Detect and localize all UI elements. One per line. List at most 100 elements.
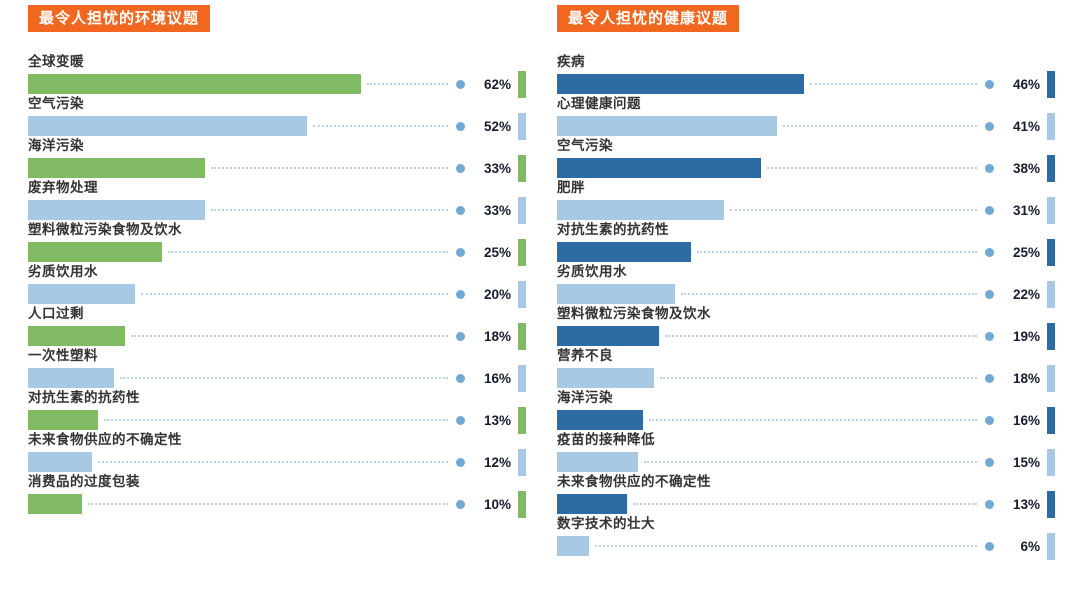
value-label: 19%: [1012, 328, 1040, 344]
dotted-leader-line: [366, 83, 448, 85]
dot-marker-icon: [456, 247, 465, 257]
edge-tick: [1047, 70, 1055, 98]
bar-row: 未来食物供应的不确定性 13%: [557, 472, 1055, 518]
dotted-leader-line: [595, 545, 977, 547]
value-bar: [557, 410, 643, 430]
bar-track: 18%: [557, 364, 1055, 392]
dot-marker-icon: [456, 79, 465, 89]
category-label: 消费品的过度包装: [28, 474, 140, 489]
bar-row: 心理健康问题 41%: [557, 94, 1055, 140]
value-bar: [557, 242, 692, 262]
edge-tick: [1047, 364, 1055, 392]
bar-track: 38%: [557, 154, 1055, 182]
dot-marker-icon: [456, 163, 465, 173]
value-label: 16%: [1012, 412, 1040, 428]
value-bar: [557, 536, 590, 556]
value-label: 15%: [1012, 454, 1040, 470]
bar-row: 劣质饮用水 22%: [557, 262, 1055, 308]
category-label: 全球变暖: [28, 54, 84, 69]
value-bar: [28, 200, 206, 220]
edge-tick: [518, 238, 526, 266]
value-label: 33%: [483, 160, 511, 176]
value-bar: [557, 158, 762, 178]
category-label: 塑料微粒污染食物及饮水: [557, 306, 711, 321]
dot-marker-icon: [985, 331, 994, 341]
dot-marker-icon: [985, 373, 994, 383]
bar-track: 10%: [28, 490, 526, 518]
value-bar: [28, 284, 136, 304]
bar-track: 33%: [28, 154, 526, 182]
bar-track: 13%: [557, 490, 1055, 518]
edge-tick: [1047, 532, 1055, 560]
bar-track: 41%: [557, 112, 1055, 140]
environment-issues-chart: 最令人担忧的环境议题 全球变暖 62% 空气污染 52% 海洋污染 33% 废弃物处理 33%…: [28, 5, 526, 518]
bar-track: 46%: [557, 70, 1055, 98]
bar-row: 空气污染 38%: [557, 136, 1055, 182]
category-label: 疾病: [557, 54, 585, 69]
bar-row: 数字技术的壮大 6%: [557, 514, 1055, 560]
dotted-leader-line: [98, 461, 448, 463]
value-label: 12%: [483, 454, 511, 470]
value-label: 25%: [483, 244, 511, 260]
bar-row: 未来食物供应的不确定性 12%: [28, 430, 526, 476]
dotted-leader-line: [767, 167, 977, 169]
category-label: 废弃物处理: [28, 180, 98, 195]
category-label: 未来食物供应的不确定性: [557, 474, 711, 489]
value-label: 13%: [1012, 496, 1040, 512]
edge-tick: [1047, 154, 1055, 182]
edge-tick: [518, 154, 526, 182]
dot-marker-icon: [985, 457, 994, 467]
value-bar: [28, 494, 82, 514]
dot-marker-icon: [456, 331, 465, 341]
value-label: 10%: [483, 496, 511, 512]
bar-track: 18%: [28, 322, 526, 350]
value-bar: [28, 410, 98, 430]
bar-row: 疾病 46%: [557, 52, 1055, 98]
dotted-leader-line: [141, 293, 448, 295]
dot-marker-icon: [985, 79, 994, 89]
edge-tick: [518, 448, 526, 476]
dotted-leader-line: [313, 125, 448, 127]
category-label: 对抗生素的抗药性: [557, 222, 669, 237]
dot-marker-icon: [456, 289, 465, 299]
category-label: 空气污染: [557, 138, 613, 153]
value-label: 52%: [483, 118, 511, 134]
dotted-leader-line: [87, 503, 448, 505]
value-bar: [28, 74, 361, 94]
bar-row: 全球变暖 62%: [28, 52, 526, 98]
value-bar: [28, 116, 308, 136]
edge-tick: [1047, 238, 1055, 266]
dotted-leader-line: [130, 335, 448, 337]
bar-row: 塑料微粒污染食物及饮水 25%: [28, 220, 526, 266]
bar-row: 劣质饮用水 20%: [28, 262, 526, 308]
bar-row: 海洋污染 33%: [28, 136, 526, 182]
dotted-leader-line: [103, 419, 448, 421]
value-bar: [28, 452, 93, 472]
health-issues-chart: 最令人担忧的健康议题 疾病 46% 心理健康问题 41% 空气污染 38% 肥胖 31% 对抗生…: [557, 5, 1055, 560]
category-label: 疫苗的接种降低: [557, 432, 655, 447]
category-label: 营养不良: [557, 348, 613, 363]
category-label: 海洋污染: [557, 390, 613, 405]
value-label: 13%: [483, 412, 511, 428]
dot-marker-icon: [456, 457, 465, 467]
edge-tick: [1047, 448, 1055, 476]
value-label: 46%: [1012, 76, 1040, 92]
category-label: 人口过剩: [28, 306, 84, 321]
category-label: 塑料微粒污染食物及饮水: [28, 222, 182, 237]
value-bar: [557, 284, 676, 304]
value-label: 41%: [1012, 118, 1040, 134]
dotted-leader-line: [643, 461, 977, 463]
dot-marker-icon: [456, 499, 465, 509]
category-label: 心理健康问题: [557, 96, 641, 111]
bar-track: 16%: [557, 406, 1055, 434]
bar-track: 16%: [28, 364, 526, 392]
value-label: 25%: [1012, 244, 1040, 260]
dot-marker-icon: [985, 415, 994, 425]
bar-row: 海洋污染 16%: [557, 388, 1055, 434]
dot-marker-icon: [985, 499, 994, 509]
dot-marker-icon: [456, 205, 465, 215]
dot-marker-icon: [985, 205, 994, 215]
dot-marker-icon: [456, 121, 465, 131]
edge-tick: [1047, 406, 1055, 434]
